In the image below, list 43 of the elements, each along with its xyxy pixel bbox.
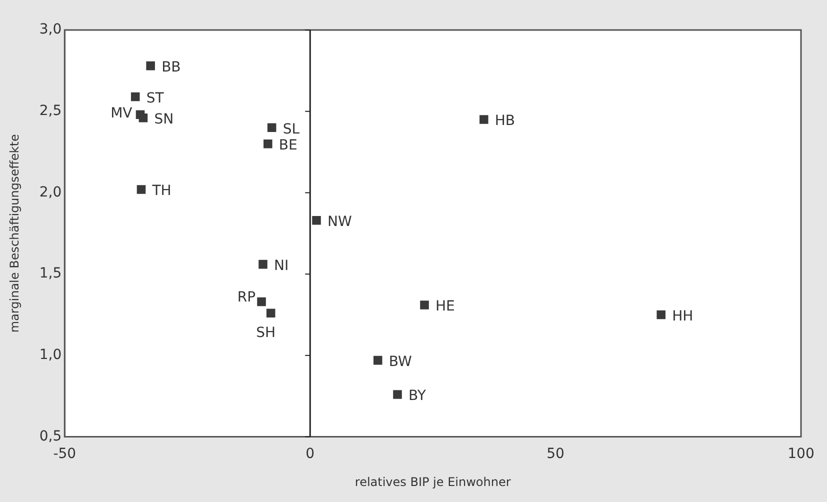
point xyxy=(258,260,268,269)
data-label: TH xyxy=(151,183,172,200)
data-label: NW xyxy=(327,214,352,230)
data-label: ST xyxy=(146,90,164,106)
point xyxy=(146,61,155,70)
point xyxy=(393,390,402,399)
point xyxy=(130,92,140,102)
point xyxy=(267,123,276,132)
x-tick-label: 0 xyxy=(306,446,315,462)
point xyxy=(312,216,321,225)
data-label: BE xyxy=(278,138,298,154)
data-label: HH xyxy=(672,308,694,324)
data-label: HB xyxy=(494,113,516,130)
point xyxy=(136,185,146,194)
point xyxy=(479,115,488,124)
y-tick-label: 2,0 xyxy=(39,184,62,200)
data-label: SN xyxy=(154,112,174,128)
data-label: SL xyxy=(282,121,300,138)
data-label: SH xyxy=(256,324,276,341)
data-label: RP xyxy=(237,289,256,306)
point xyxy=(138,113,148,122)
y-tick-label: 1,5 xyxy=(39,266,62,282)
x-tick-label: -50 xyxy=(53,446,76,462)
x-axis-title: relatives BIP je Einwohner xyxy=(354,474,511,489)
point xyxy=(373,356,382,365)
y-tick-label: 1,0 xyxy=(39,347,62,364)
data-label: MV xyxy=(110,105,133,122)
point xyxy=(257,297,266,306)
point xyxy=(266,308,276,318)
data-label: BB xyxy=(162,59,181,76)
data-label: HE xyxy=(435,298,455,315)
y-tick-label: 0,5 xyxy=(39,428,62,444)
x-tick-label: 100 xyxy=(788,446,814,462)
x-tick-label: 50 xyxy=(546,446,564,462)
y-tick-label: 2,5 xyxy=(39,103,62,119)
data-label: BY xyxy=(408,388,426,404)
data-label: BW xyxy=(388,354,412,370)
y-tick-label: 3,0 xyxy=(39,22,62,38)
point xyxy=(656,310,666,320)
point xyxy=(420,300,429,310)
y-axis-title: marginale Beschäftigungseffekte xyxy=(7,134,22,333)
data-label: NI xyxy=(274,258,289,274)
point xyxy=(264,140,272,148)
